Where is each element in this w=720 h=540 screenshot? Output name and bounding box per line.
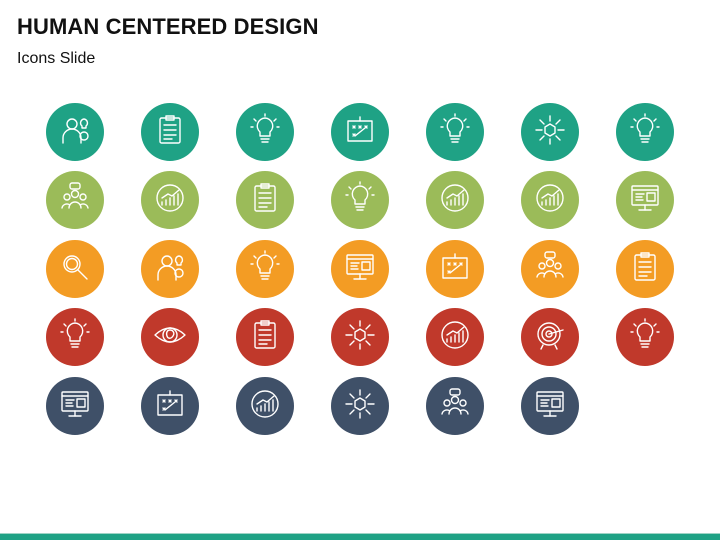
monitor-checklist-icon [628, 181, 662, 220]
engineer-idea-gear-circle [426, 103, 484, 161]
product-distribution-circle [331, 377, 389, 435]
bottom-accent-bar [0, 534, 720, 540]
investment-growth-circle [426, 171, 484, 229]
team-presentation-icon [58, 181, 92, 220]
checklist-hand-circle [616, 240, 674, 298]
checklist-hand-icon [628, 250, 662, 289]
monitor-checklist-circle [616, 171, 674, 229]
clipboard-document-circle [236, 171, 294, 229]
bulb-gears-circle [616, 308, 674, 366]
user-group-chat-circle [426, 377, 484, 435]
businessman-circle [141, 240, 199, 298]
investment-growth-icon [438, 181, 472, 220]
user-group-chat-icon [438, 387, 472, 426]
businessman-icon [153, 250, 187, 289]
puzzle-process-icon [343, 318, 377, 357]
web-dashboard-icon [533, 387, 567, 426]
engineer-idea-gear-icon [438, 112, 472, 152]
brain-bulb-circle [616, 103, 674, 161]
survey-megaphone-icon [248, 318, 282, 357]
magnifier-icon [58, 250, 92, 289]
team-meeting-circle [521, 240, 579, 298]
engineer-idea-gear-icon [248, 249, 282, 289]
checklist-clipboard-pencil-circle [141, 103, 199, 161]
blueprint-design-icon [343, 113, 377, 152]
bulb-gears-icon [628, 317, 662, 357]
growth-chart-circle-circle [521, 171, 579, 229]
process-cycle-circle [521, 103, 579, 161]
process-cycle-icon [533, 113, 567, 152]
web-dashboard-circle [521, 377, 579, 435]
analytics-search-circle [426, 308, 484, 366]
engineer-idea-gear-circle [236, 240, 294, 298]
product-distribution-icon [343, 387, 377, 426]
team-presentation-circle [46, 171, 104, 229]
candlestick-hand-icon [153, 181, 187, 220]
two-heads-exchange-circle [46, 103, 104, 161]
team-meeting-icon [533, 250, 567, 289]
slide-title: HUMAN CENTERED DESIGN [17, 14, 319, 39]
design-tools-gear-icon [438, 250, 472, 289]
data-analysis-icon [248, 387, 282, 426]
two-heads-exchange-icon [58, 113, 92, 152]
code-monitor-icon [343, 250, 377, 289]
responsive-design-icon [58, 387, 92, 426]
meditation-idea-circle [46, 308, 104, 366]
meditation-idea-icon [58, 317, 92, 357]
idea-browser-circle [331, 171, 389, 229]
target-arrow-circle [521, 308, 579, 366]
design-tools-gear-circle [426, 240, 484, 298]
growth-chart-circle-icon [533, 181, 567, 220]
idea-box-icon [248, 112, 282, 152]
brain-bulb-icon [628, 112, 662, 152]
target-arrow-icon [533, 318, 567, 357]
analytics-search-icon [438, 318, 472, 357]
code-monitor-circle [331, 240, 389, 298]
clipboard-document-icon [248, 181, 282, 220]
blueprint-design-circle [331, 103, 389, 161]
eye-apple-circle [141, 308, 199, 366]
data-analysis-circle [236, 377, 294, 435]
strategy-board-icon [153, 387, 187, 426]
magnifier-circle [46, 240, 104, 298]
eye-apple-icon [153, 318, 187, 357]
bottom-divider [0, 533, 720, 534]
idea-box-circle [236, 103, 294, 161]
checklist-clipboard-pencil-icon [153, 113, 187, 152]
strategy-board-circle [141, 377, 199, 435]
slide-subtitle: Icons Slide [17, 50, 96, 67]
responsive-design-circle [46, 377, 104, 435]
survey-megaphone-circle [236, 308, 294, 366]
idea-browser-icon [343, 180, 377, 220]
candlestick-hand-circle [141, 171, 199, 229]
puzzle-process-circle [331, 308, 389, 366]
